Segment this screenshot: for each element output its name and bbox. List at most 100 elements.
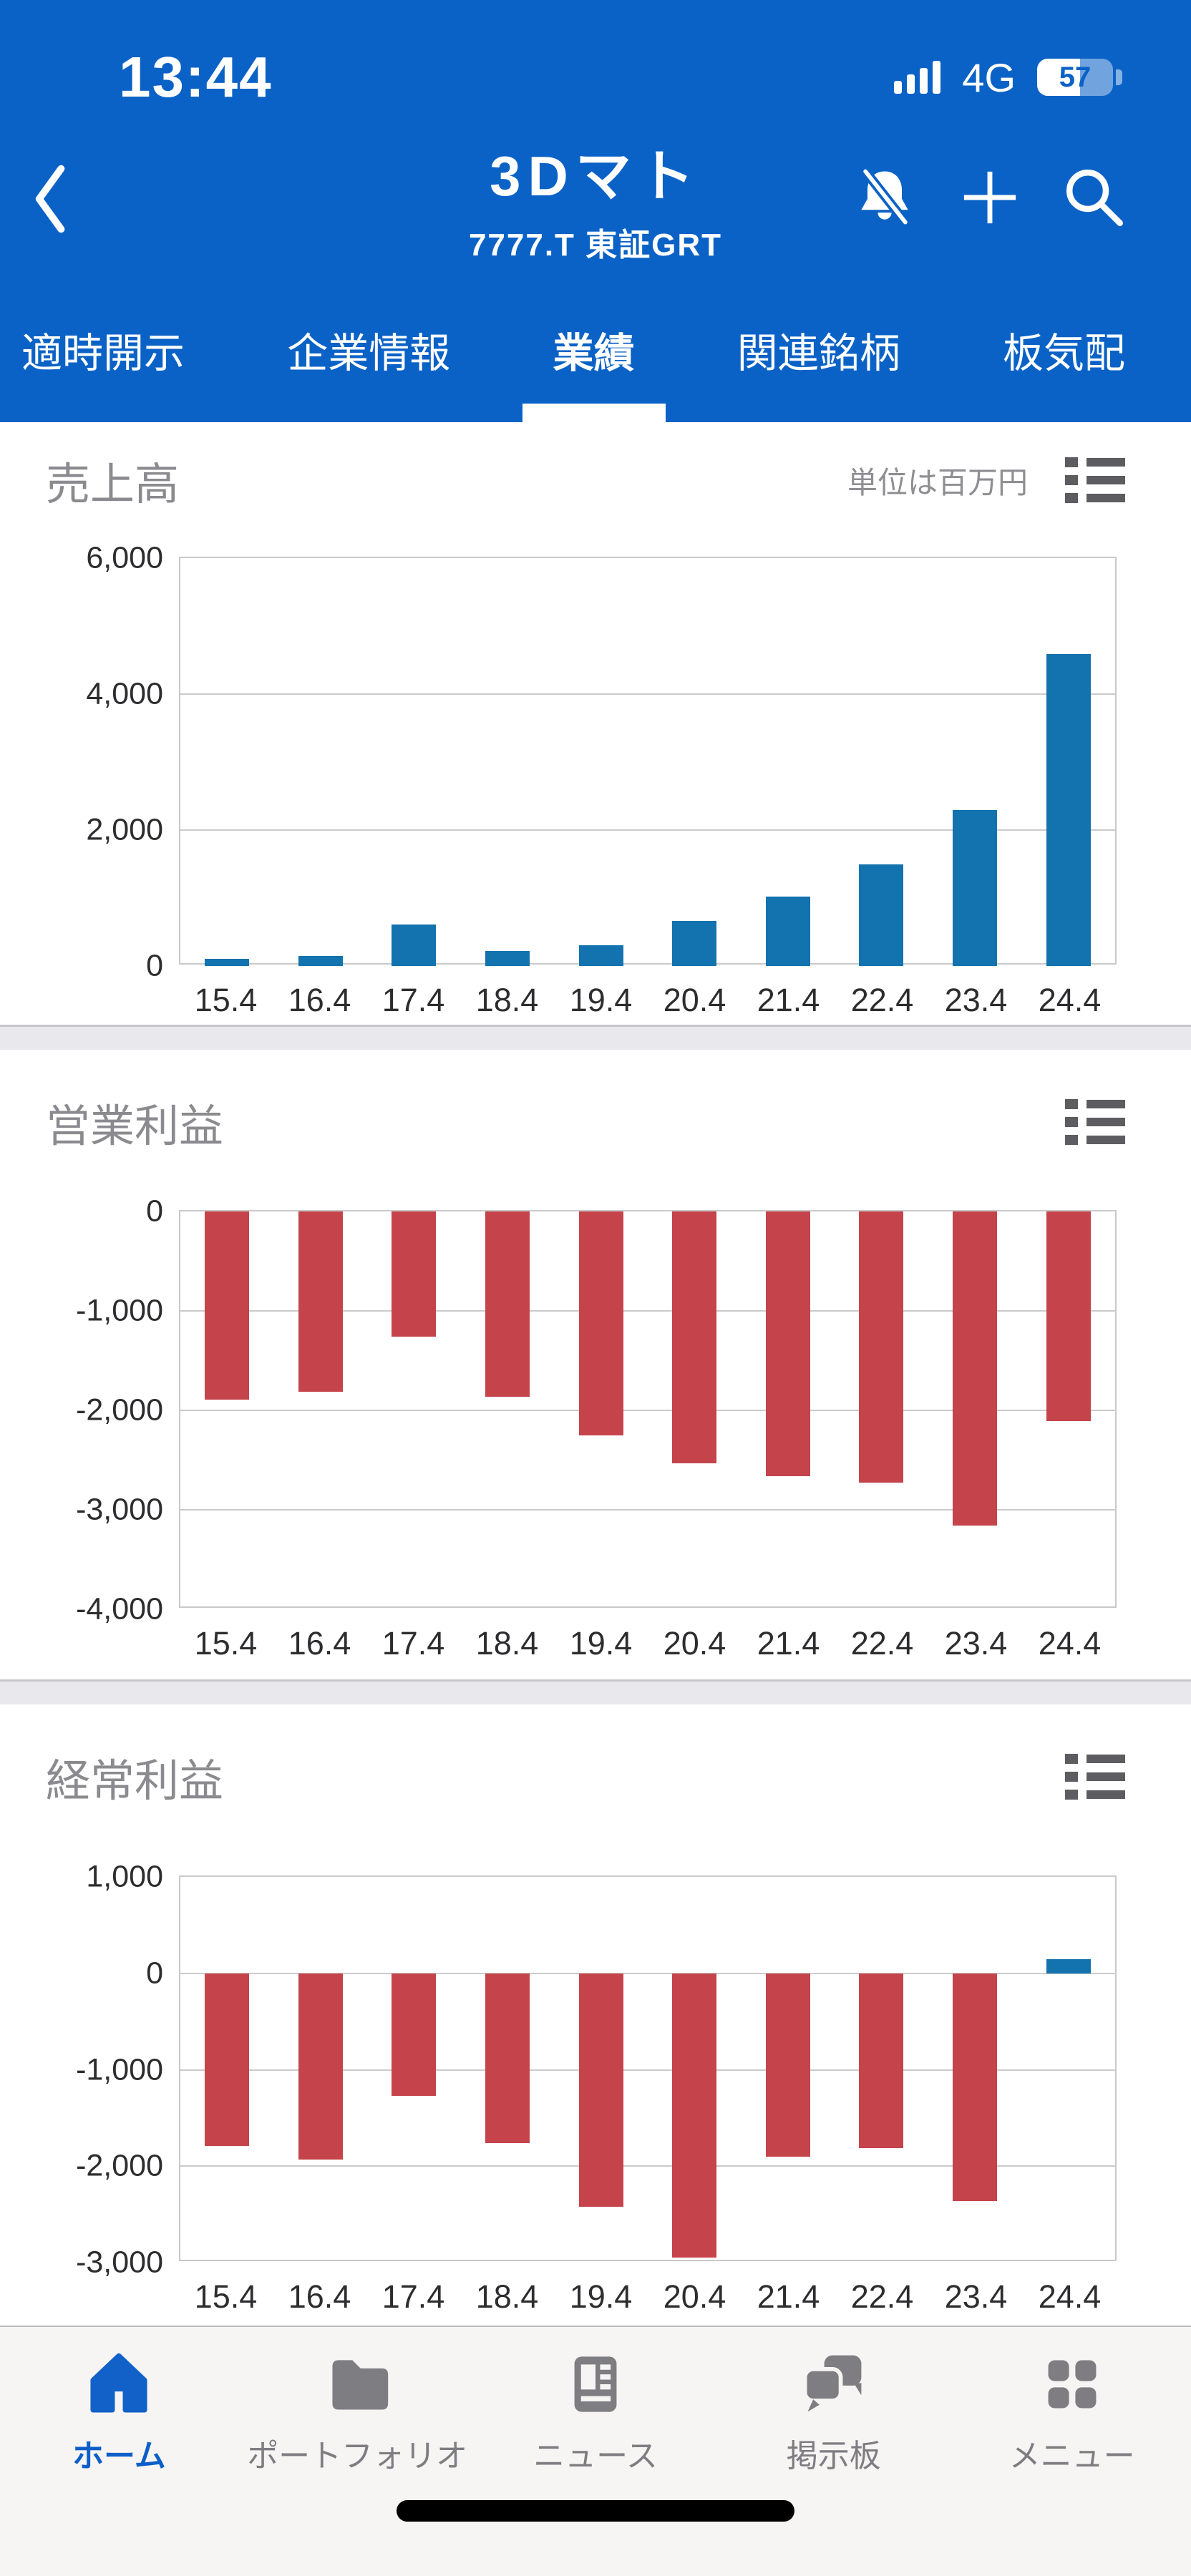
list-view-button[interactable]	[1065, 1754, 1125, 1800]
nav-label: ニュース	[533, 2439, 658, 2474]
bar-slot	[928, 558, 1022, 966]
bar	[953, 1211, 998, 1526]
bar-slot	[180, 1877, 274, 2260]
x-tick-label: 23.4	[944, 2278, 1008, 2315]
nav-item-portfolio[interactable]: ポートフォリオ	[238, 2350, 477, 2476]
y-tick-label: -3,000	[76, 2245, 163, 2280]
y-tick-label: 0	[146, 1194, 163, 1229]
bar	[392, 924, 437, 966]
nav-item-home[interactable]: ホーム	[0, 2350, 238, 2476]
search-button[interactable]	[1061, 164, 1128, 235]
x-tick-label: 21.4	[757, 1625, 820, 1662]
tab-order-book[interactable]: 板気配	[1003, 331, 1125, 376]
bar	[672, 1211, 717, 1463]
bar	[765, 1973, 810, 2157]
bar	[298, 1973, 343, 2160]
list-view-button[interactable]	[1065, 457, 1125, 503]
tab-financials[interactable]: 業績	[553, 278, 635, 422]
bar	[578, 1211, 623, 1435]
bar-slot	[461, 558, 555, 966]
x-tick-label: 23.4	[944, 1625, 1008, 1662]
bar-slot	[554, 1877, 648, 2260]
app-header: 13:44 4G 57 3Dマト	[0, 0, 1191, 422]
x-tick-label: 24.4	[1038, 982, 1102, 1018]
bar	[205, 1211, 250, 1400]
home-icon	[86, 2350, 152, 2419]
y-tick-label: 0	[146, 1956, 163, 1991]
x-tick-label: 24.4	[1038, 1625, 1102, 1662]
ordinary-profit-plot-area: 1,000 0 -1,000 -2,000 -3,000	[76, 1860, 1117, 2280]
y-tick-label: -4,000	[76, 1591, 163, 1626]
revenue-chart: 6,000 4,000 2,000 0 15.4 16.4 17.4 18.4 19.4 20.…	[0, 541, 1191, 1019]
bar-slot	[928, 1877, 1022, 2260]
chat-bubbles-icon	[799, 2350, 868, 2419]
x-tick-label: 24.4	[1038, 2278, 1102, 2315]
bar-slot	[274, 1877, 368, 2260]
bar-slot	[835, 558, 928, 966]
bar	[578, 1973, 623, 2207]
bar-slot	[367, 558, 461, 966]
bar	[485, 1973, 530, 2143]
revenue-card-header: 売上高 単位は百万円	[0, 422, 1191, 512]
bar	[765, 1211, 810, 1476]
page-subtitle: 7777.T 東証GRT	[468, 228, 723, 263]
bar-slot	[928, 1211, 1022, 1606]
bar	[578, 945, 623, 966]
bar-slot	[1021, 1211, 1115, 1606]
ordinary-profit-chart: 1,000 0 -1,000 -2,000 -3,000 15.4 16.4 17.4 18.…	[0, 1860, 1191, 2316]
chevron-left-icon	[35, 165, 65, 233]
bar	[1046, 653, 1091, 966]
tab-timely-disclosure[interactable]: 適時開示	[21, 331, 185, 376]
add-button[interactable]	[959, 167, 1021, 232]
home-indicator[interactable]	[397, 2500, 794, 2522]
section-divider	[0, 1025, 1191, 1050]
x-tick-label: 22.4	[850, 1625, 914, 1662]
x-tick-label: 18.4	[475, 1625, 539, 1662]
bar	[859, 1973, 904, 2148]
x-tick-label: 15.4	[194, 982, 258, 1018]
bar-slot	[461, 1211, 555, 1606]
bar	[392, 1211, 437, 1337]
bar	[485, 1211, 530, 1397]
bell-slash-icon	[861, 167, 910, 225]
operating-profit-chart: 0 -1,000 -2,000 -3,000 -4,000 15.4 16.4 17.4 18…	[0, 1194, 1191, 1662]
tab-company-info[interactable]: 企業情報	[287, 331, 451, 376]
bar	[953, 809, 998, 966]
bar-slot	[648, 1211, 742, 1606]
operating-profit-card-header: 営業利益	[0, 1050, 1191, 1154]
y-tick-label: 6,000	[86, 540, 163, 575]
notifications-off-button[interactable]	[850, 163, 919, 235]
bar-slot	[180, 558, 274, 966]
tab-related-stocks[interactable]: 関連銘柄	[737, 331, 900, 376]
bar-slot	[835, 1211, 928, 1606]
battery-icon: 57	[1037, 59, 1122, 96]
bar	[1046, 1958, 1091, 1974]
nav-item-menu[interactable]: メニュー	[953, 2350, 1191, 2476]
network-type-label: 4G	[962, 54, 1016, 100]
list-view-button[interactable]	[1065, 1099, 1125, 1145]
bar-slot	[367, 1211, 461, 1606]
bar-slot	[648, 558, 742, 966]
operating-profit-card: 営業利益 0 -1,000 -2,000 -3,000 -4,000 15.4 16.4 1…	[0, 1050, 1191, 1679]
nav-item-news[interactable]: ニュース	[477, 2350, 715, 2476]
bar	[392, 1973, 437, 2096]
nav-item-board[interactable]: 掲示板	[714, 2350, 953, 2476]
unit-note: 単位は百万円	[847, 465, 1028, 499]
back-button[interactable]	[31, 162, 70, 236]
grid-menu-icon	[1041, 2350, 1104, 2419]
y-tick-label: -1,000	[76, 2052, 163, 2087]
y-tick-label: -2,000	[76, 1392, 163, 1428]
bar-slot	[742, 1211, 835, 1606]
bar	[298, 955, 343, 966]
stock-title-block: 3Dマト 7777.T 東証GRT	[469, 132, 722, 265]
bar-slot	[461, 1877, 555, 2260]
bar	[859, 1211, 904, 1483]
x-tick-label: 17.4	[381, 982, 445, 1018]
y-tick-label: 2,000	[86, 812, 163, 847]
nav-label: ホーム	[72, 2439, 166, 2474]
x-tick-label: 22.4	[850, 982, 914, 1018]
plus-icon	[963, 171, 1016, 223]
gridline	[180, 1509, 1115, 1511]
bar-slot	[554, 558, 648, 966]
